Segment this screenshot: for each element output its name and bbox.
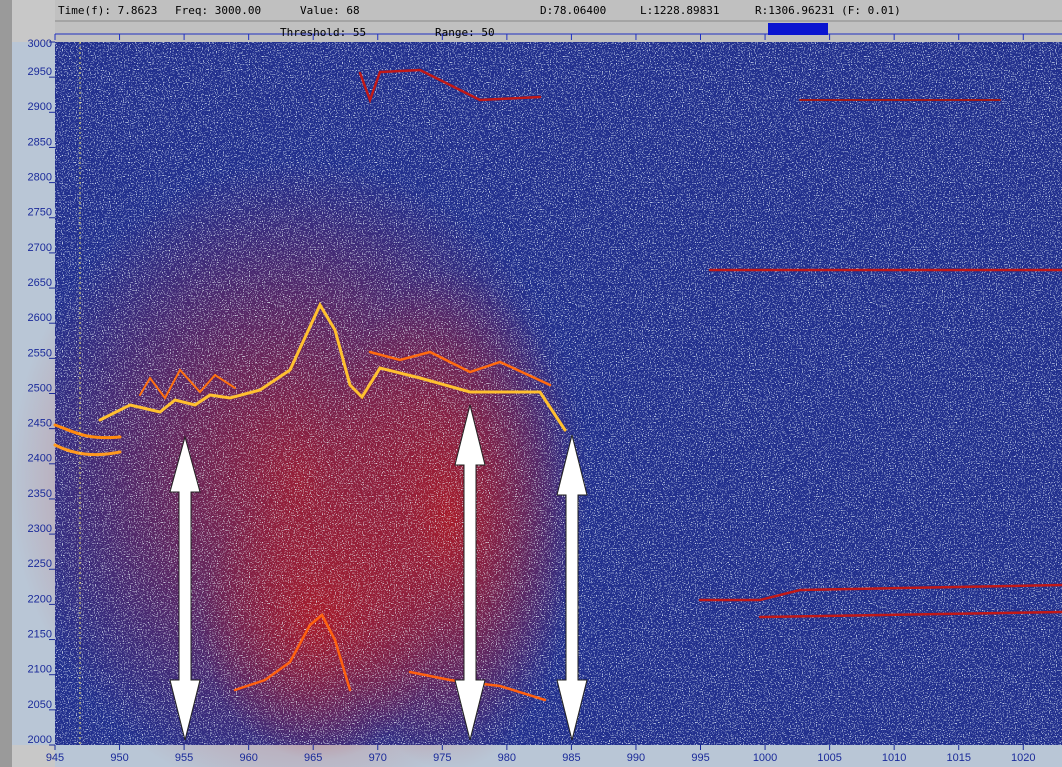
left-edge [0,0,12,767]
spectrogram [10,42,1062,767]
traces [53,68,1062,702]
y-tick-label: 2500 [28,382,52,394]
x-tick-label: 945 [46,752,64,764]
x-tick-label: 960 [239,752,257,764]
y-tick-label: 2600 [28,312,52,324]
trace [233,613,352,692]
y-tick-label: 2750 [28,207,52,219]
x-tick-label: 975 [433,752,451,764]
double-arrow [454,404,486,741]
double-arrow [169,435,201,741]
y-tick-label: 2850 [28,136,52,148]
threshold-field: Threshold: 55 [280,26,366,39]
trace [698,583,1062,619]
x-tick-label: 1010 [882,752,906,764]
y-tick-label: 2000 [28,734,52,746]
y-tick-label: 2350 [28,488,52,500]
noise [55,42,1062,745]
x-tick-label: 990 [627,752,645,764]
x-tick-label: 970 [369,752,387,764]
y-tick-label: 2800 [28,172,52,184]
trace [98,301,567,432]
time-field: Time(f): 7.8623 [58,4,157,17]
y-tick-label: 2700 [28,242,52,254]
y-tick-label: 2950 [28,66,52,78]
d-field: D:78.06400 [540,4,606,17]
y-tick-label: 2200 [28,593,52,605]
x-tick-label: 995 [691,752,709,764]
r-field: R:1306.96231 (F: 0.01) [755,4,901,17]
y-tick-label: 2050 [28,699,52,711]
y-tick-label: 2100 [28,664,52,676]
value-field: Value: 68 [300,4,360,17]
l-field: L:1228.89831 [640,4,719,17]
arrows [169,404,588,741]
trace [139,368,236,400]
y-tick-label: 2150 [28,628,52,640]
trace [358,68,542,104]
x-tick-label: 1000 [753,752,777,764]
trace [368,350,552,387]
y-tick-label: 2250 [28,558,52,570]
y-tick-label: 2450 [28,418,52,430]
y-tick-label: 2650 [28,277,52,289]
x-tick-label: 1020 [1011,752,1035,764]
trace [53,423,122,440]
x-tick-label: 965 [304,752,322,764]
x-tick-label: 980 [498,752,516,764]
y-tick-label: 2900 [28,101,52,113]
x-tick-label: 955 [175,752,193,764]
x-tick-label: 1005 [817,752,841,764]
trace [53,443,122,457]
y-tick-label: 3000 [28,38,52,50]
range-field: Range: 50 [435,26,495,39]
x-tick-label: 985 [562,752,580,764]
scroll-thumb[interactable] [768,23,828,35]
x-tick-label: 1015 [946,752,970,764]
y-tick-label: 2300 [28,523,52,535]
y-tick-label: 2400 [28,453,52,465]
freq-field: Freq: 3000.00 [175,4,261,17]
y-tick-label: 2550 [28,347,52,359]
double-arrow [556,434,588,741]
x-tick-label: 950 [110,752,128,764]
